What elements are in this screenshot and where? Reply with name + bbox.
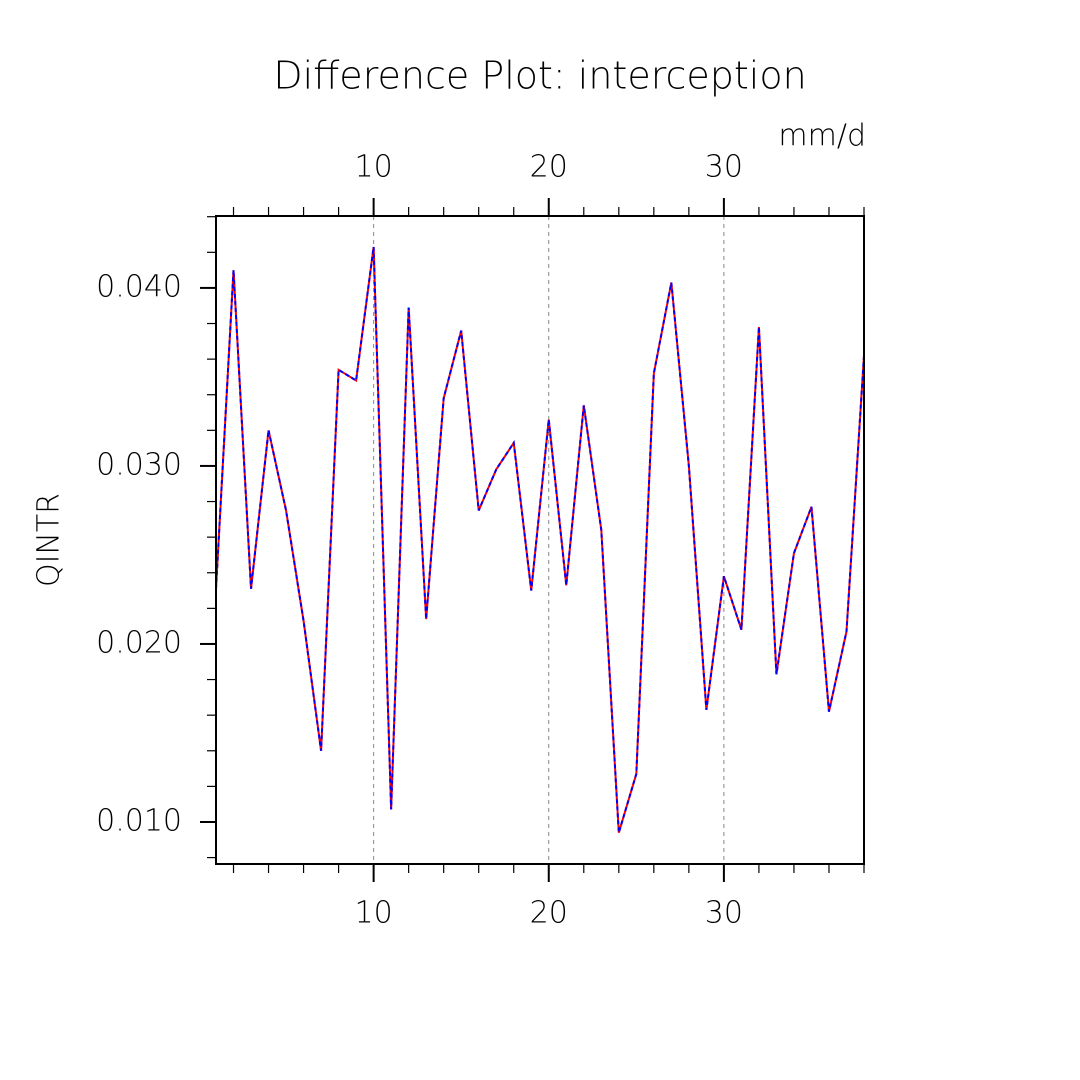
data-line [215, 246, 865, 833]
x-tick-label: 30 [705, 896, 743, 931]
top-x-tick-label: 10 [355, 150, 393, 185]
y-tick-label: 0.020 [96, 625, 182, 660]
data-line [215, 246, 865, 833]
x-tick-label: 10 [355, 896, 393, 931]
units-label: mm/d [778, 119, 866, 154]
x-tick-label: 20 [530, 896, 568, 931]
y-tick-label: 0.010 [96, 803, 182, 838]
y-axis-label: QINTR [32, 493, 67, 587]
top-x-tick-label: 30 [705, 150, 743, 185]
top-x-tick-label: 20 [530, 150, 568, 185]
chart-title: Difference Plot: interception [273, 54, 806, 98]
plot-frame [215, 215, 865, 865]
y-tick-label: 0.030 [96, 447, 182, 482]
y-tick-label: 0.040 [96, 269, 182, 304]
